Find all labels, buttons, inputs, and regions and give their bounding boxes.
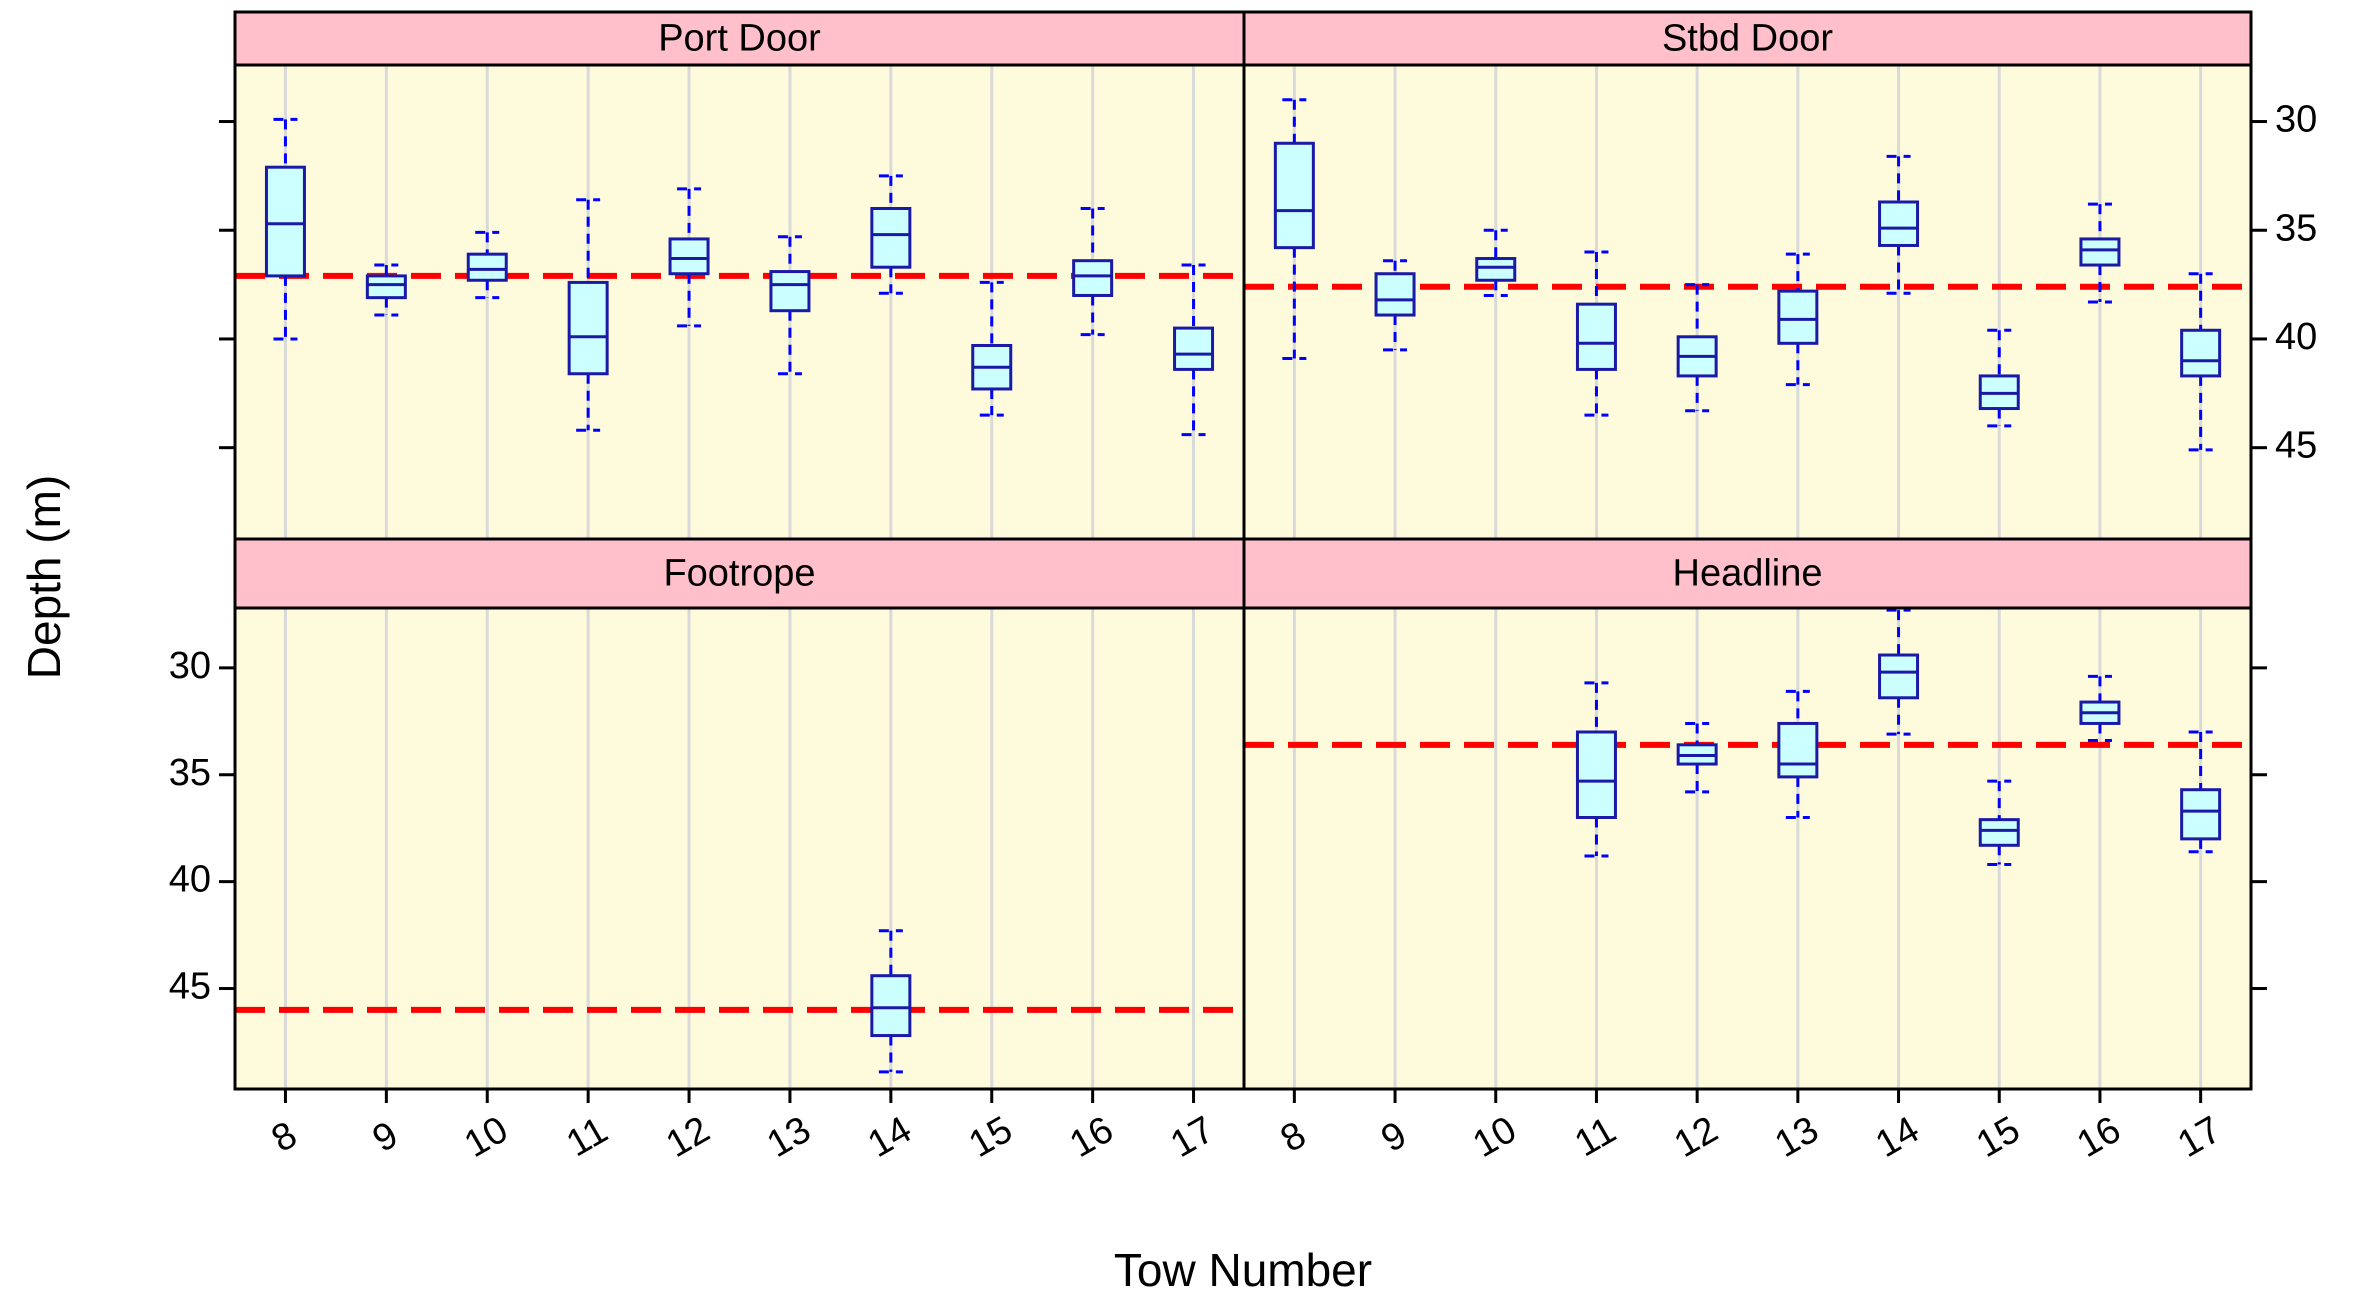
- box: [870, 207, 912, 269]
- plot-area: [1244, 608, 2251, 1089]
- x-tick-label: 9: [366, 1114, 405, 1161]
- y-tick-label: 35: [169, 752, 211, 794]
- x-tick-label: 17: [2171, 1109, 2229, 1167]
- box: [2079, 237, 2121, 267]
- x-tick-label: 13: [1768, 1109, 1826, 1167]
- y-tick-label: 35: [2275, 207, 2317, 249]
- y-tick-label: 30: [169, 645, 211, 687]
- box: [1878, 200, 1920, 247]
- x-tick-label: 8: [265, 1114, 304, 1161]
- x-tick-label: 15: [1969, 1109, 2027, 1167]
- x-tick-label: 11: [1568, 1109, 1623, 1165]
- box: [1777, 721, 1819, 779]
- x-tick-label: 12: [1667, 1109, 1725, 1167]
- x-tick-label: 10: [1466, 1109, 1524, 1167]
- box: [2180, 328, 2222, 378]
- box: [264, 165, 306, 278]
- x-tick-label: 16: [2070, 1109, 2128, 1167]
- y-tick-label: 40: [169, 859, 211, 901]
- box: [1777, 289, 1819, 345]
- y-tick-label: 45: [2275, 425, 2317, 467]
- box: [1374, 272, 1416, 317]
- box: [769, 270, 811, 313]
- box: [1273, 141, 1315, 250]
- box: [668, 237, 710, 276]
- x-axis-title: Tow Number: [1114, 1244, 1372, 1296]
- box: [1878, 653, 1920, 700]
- box: [1575, 730, 1617, 820]
- box: [1475, 257, 1517, 282]
- box: [1575, 302, 1617, 371]
- plot-area: [235, 65, 1244, 539]
- x-tick-label: 14: [1869, 1109, 1927, 1167]
- strip-title: Footrope: [663, 553, 815, 595]
- strip: [1242, 537, 2253, 610]
- plot-area: [1244, 65, 2251, 539]
- x-tick-label: 17: [1164, 1109, 1222, 1167]
- y-tick-label: 45: [169, 966, 211, 1008]
- strip-title: Stbd Door: [1662, 18, 1833, 60]
- box: [2180, 788, 2222, 841]
- x-tick-label: 15: [962, 1109, 1020, 1167]
- strip: [1242, 10, 2253, 67]
- strip-title: Headline: [1673, 553, 1823, 595]
- box: [365, 274, 407, 300]
- x-tick-label: 11: [560, 1109, 615, 1165]
- box: [1072, 259, 1114, 297]
- x-tick-label: 12: [659, 1109, 717, 1167]
- y-axis-title: Depth (m): [18, 475, 70, 679]
- panel-border: [1242, 606, 2253, 1091]
- x-tick-label: 10: [457, 1109, 515, 1167]
- box: [567, 280, 609, 376]
- panel: [1244, 608, 2251, 1089]
- x-tick-label: 16: [1063, 1109, 1121, 1167]
- plot-area: [235, 608, 1244, 1089]
- box: [1978, 818, 2020, 847]
- box: [466, 252, 508, 282]
- x-tick-label: 9: [1374, 1114, 1413, 1161]
- y-tick-label: 40: [2275, 316, 2317, 358]
- strip: [233, 10, 1246, 67]
- box: [1173, 326, 1215, 371]
- panel: [235, 65, 1244, 539]
- box: [870, 974, 912, 1038]
- x-tick-label: 14: [861, 1109, 919, 1167]
- y-tick-label: 30: [2275, 99, 2317, 141]
- x-tick-label: 8: [1274, 1114, 1313, 1161]
- strip-title: Port Door: [658, 18, 821, 60]
- strip: [233, 537, 1246, 610]
- x-tick-label: 13: [760, 1109, 818, 1167]
